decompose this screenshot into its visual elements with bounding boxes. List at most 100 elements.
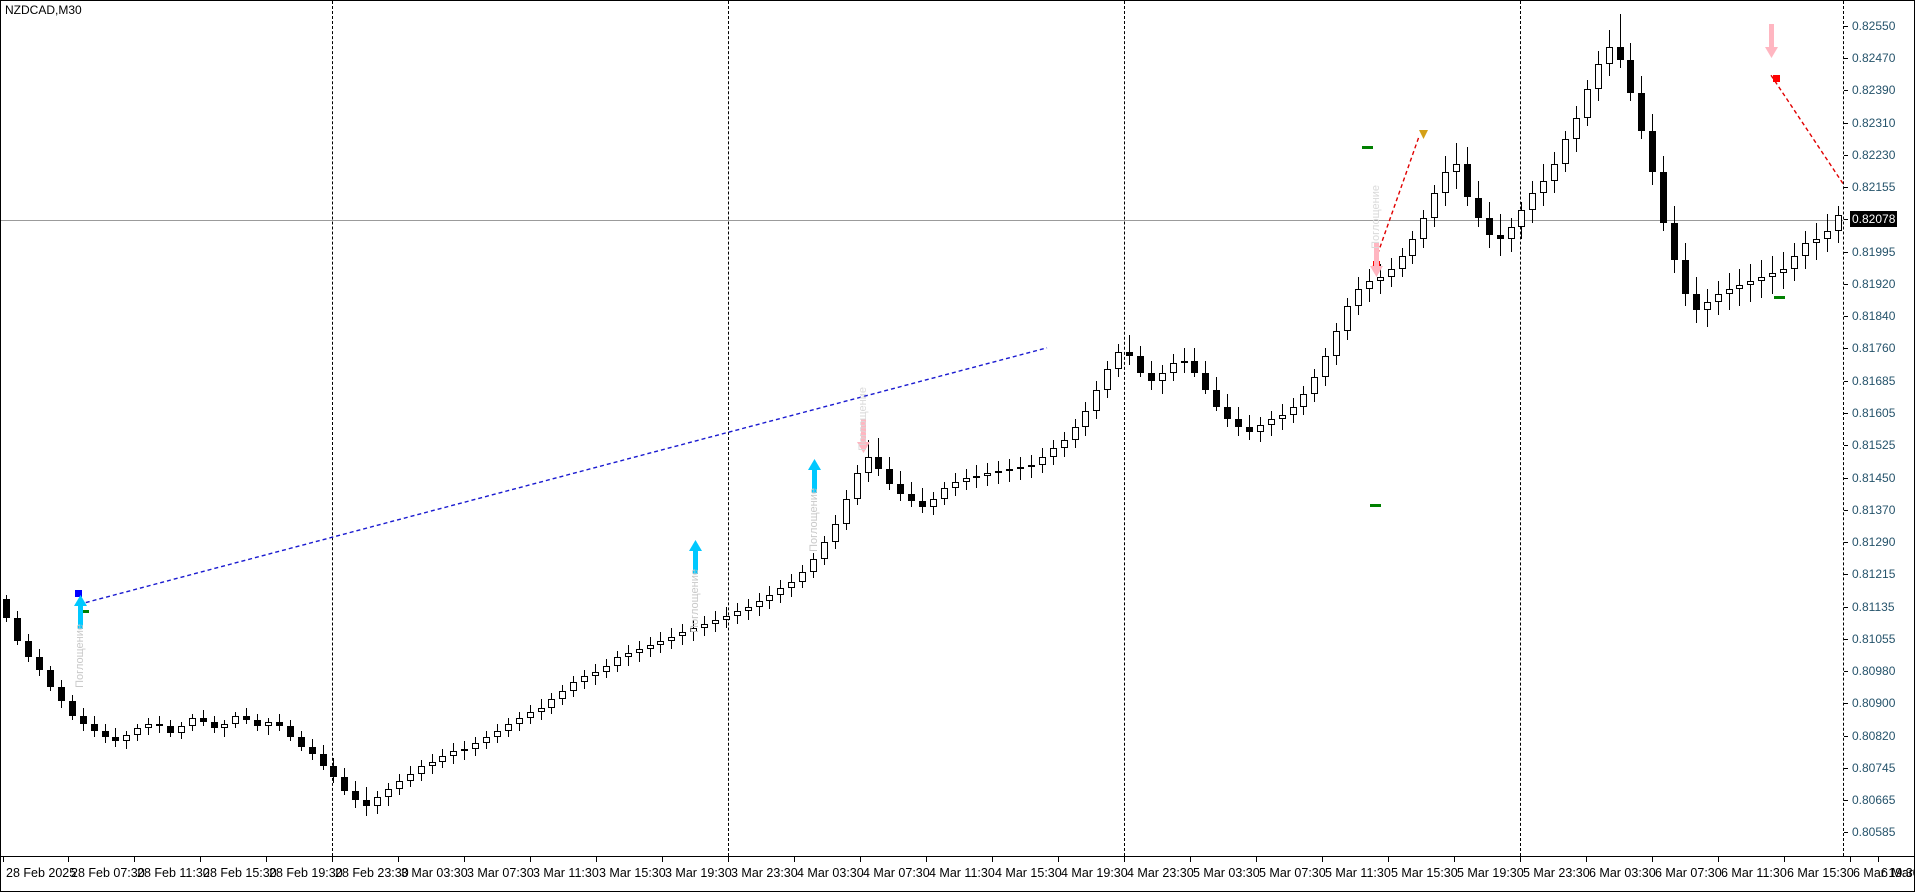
candle-body-bullish [1268, 419, 1275, 426]
price-tick-mark [1844, 735, 1848, 737]
up-arrow-icon [74, 594, 87, 629]
candle-body-bullish [843, 498, 850, 524]
candle-body-bullish [712, 619, 719, 624]
candle-body-bullish [1508, 226, 1515, 240]
candle-body-bearish [1627, 59, 1634, 93]
price-tick-text: 0.81840 [1852, 309, 1896, 324]
price-tick-mark [1844, 412, 1848, 414]
uptrend-line-blue[interactable] [78, 347, 1048, 606]
time-tick-mark [266, 857, 267, 862]
candle-body-bullish [1290, 406, 1297, 415]
candle-body-bullish [1006, 469, 1013, 472]
time-tick-text: 3 Mar 23:30 [731, 866, 798, 880]
candle-body-bullish [483, 736, 490, 744]
candle-body-bullish [1747, 281, 1754, 286]
candle-body-bullish [1736, 285, 1743, 290]
candle-body-bullish [461, 749, 468, 752]
price-tick-text: 0.81760 [1852, 341, 1896, 356]
candle-body-bullish [766, 594, 773, 601]
candle-body-bearish [91, 724, 98, 731]
candle-body-bullish [810, 559, 817, 572]
candle-body-bearish [1191, 360, 1198, 374]
time-tick-text: 5 Mar 07:30 [1259, 866, 1326, 880]
signal-label-text: Поглощение [857, 386, 869, 451]
price-axis[interactable]: 0.82550 0.82470 0.82390 0.82310 0.82230 0.821… [1843, 1, 1914, 856]
time-tick-mark [1058, 857, 1059, 862]
candle-body-bullish [1399, 256, 1406, 269]
candle-body-bullish [581, 676, 588, 683]
price-tick-text: 0.81055 [1852, 631, 1896, 646]
candle-body-bearish [1660, 172, 1667, 223]
candle-body-bullish [821, 542, 828, 560]
price-tick-mark [1844, 509, 1848, 511]
candle-body-bearish [1649, 130, 1656, 173]
price-tick-mark [1844, 832, 1848, 834]
chart-symbol-label: NZDCAD,M30 [5, 3, 82, 17]
candle-body-bearish [69, 701, 76, 716]
session-sep-28feb2330 [332, 1, 333, 856]
candle-body-bullish [1551, 164, 1558, 181]
candle-body-bullish [1181, 360, 1188, 363]
down-arrow-icon [857, 418, 870, 453]
time-tick-text: 5 Mar 23:30 [1523, 866, 1590, 880]
candle-body-bearish [80, 715, 87, 725]
candle-body-bearish [1202, 373, 1209, 390]
candle-body-bearish [211, 722, 218, 729]
time-tick-text: 5 Mar 15:30 [1391, 866, 1458, 880]
price-tick-mark [1844, 574, 1848, 576]
session-sep-5mar2330 [1520, 1, 1521, 856]
downtrend-line-red[interactable] [1770, 74, 1843, 188]
candle-body-bullish [865, 456, 872, 474]
candle-body-bullish [1606, 46, 1613, 64]
time-tick-text: 3 Mar 03:30 [401, 866, 468, 880]
price-tick-text: 0.82230 [1852, 147, 1896, 162]
time-axis[interactable]: 28 Feb 2025 28 Feb 07:30 28 Feb 11:30 28 Fe… [1, 856, 1914, 891]
candle-body-bullish [1824, 230, 1831, 240]
time-tick-mark [3, 857, 4, 862]
candle-body-bullish [1093, 389, 1100, 411]
candle-body-bearish [1671, 222, 1678, 261]
tp-marker-1 [78, 609, 89, 613]
candle-body-bullish [1420, 218, 1427, 240]
tp-marker-4 [1774, 296, 1785, 300]
down-arrow-icon [1765, 23, 1778, 58]
candle-body-bullish [1431, 193, 1438, 219]
price-tick-text: 0.80585 [1852, 825, 1896, 840]
down-arrow-icon [1370, 242, 1383, 277]
candle-body-bullish [527, 711, 534, 719]
candle-body-bullish [1170, 362, 1177, 374]
candle-body-bearish [156, 724, 163, 727]
up-arrow-icon [689, 539, 702, 574]
candle-body-bullish [505, 724, 512, 731]
price-tick-mark [1844, 283, 1848, 285]
candle-body-bullish [592, 672, 599, 677]
candle-body-bullish [472, 743, 479, 750]
candle-body-bearish [200, 718, 207, 723]
candle-body-bullish [429, 761, 436, 767]
candle-body-bearish [1235, 419, 1242, 428]
candle-body-bullish [679, 632, 686, 637]
signal-label-text: Поглощение [689, 568, 701, 633]
time-tick-mark [530, 857, 531, 862]
price-tick-text: 0.82155 [1852, 180, 1896, 195]
time-tick-text: 3 Mar 19:30 [665, 866, 732, 880]
candle-body-bearish [112, 736, 119, 741]
time-tick-mark [200, 857, 201, 862]
price-tick-mark [1844, 251, 1848, 253]
candle-body-bullish [690, 628, 697, 633]
candle-body-bullish [745, 607, 752, 612]
chart-plot-area[interactable]: Поглощение Поглощение Поглощение Поглощение… [1, 1, 1843, 856]
candle-body-bearish [1224, 406, 1231, 420]
candle-body-bearish [1213, 389, 1220, 407]
time-tick-text: 3 Mar 11:30 [533, 866, 599, 880]
candle-body-bearish [287, 726, 294, 737]
time-tick-text: 5 Mar 03:30 [1193, 866, 1260, 880]
time-tick-mark [1652, 857, 1653, 862]
candle-body-bullish [788, 582, 795, 589]
time-tick-mark [1850, 857, 1851, 862]
candle-body-bullish [1366, 281, 1373, 290]
time-tick-text: 28 Feb 19:30 [269, 866, 343, 880]
candle-body-bullish [1791, 256, 1798, 269]
candle-body-bullish [221, 724, 228, 729]
